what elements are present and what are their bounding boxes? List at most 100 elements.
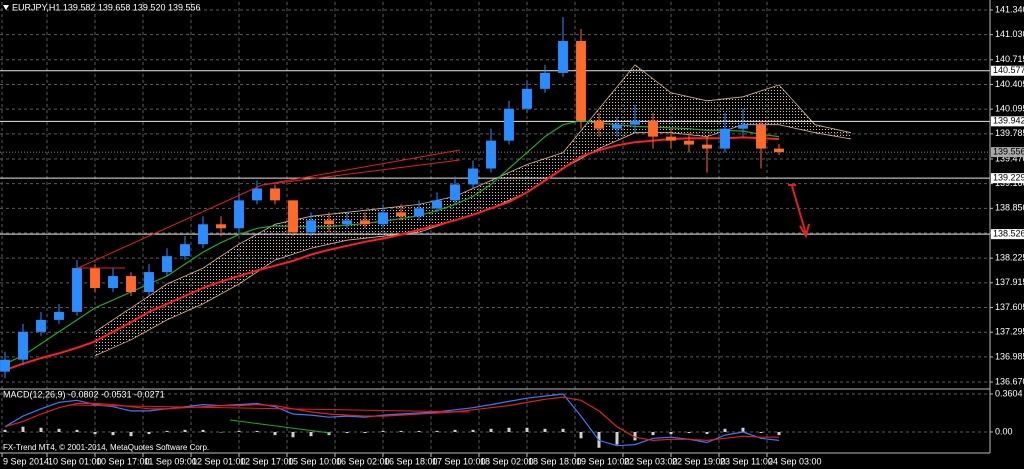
x-tick-label: 12 Sep 17:00 bbox=[240, 456, 294, 466]
histogram-bar bbox=[651, 431, 655, 436]
histogram-bar bbox=[111, 431, 115, 436]
x-tick-label: 18 Sep 18:00 bbox=[528, 456, 582, 466]
histogram-bar bbox=[453, 429, 457, 432]
candle-body bbox=[630, 120, 640, 125]
candle-body bbox=[72, 268, 82, 312]
histogram-bar bbox=[507, 427, 511, 432]
footer: FX-Trend MT4, © 2001-2014, MetaQuotes So… bbox=[3, 443, 209, 452]
histogram-bar bbox=[669, 431, 673, 435]
candle-body bbox=[612, 124, 622, 129]
histogram-bar bbox=[309, 431, 313, 437]
candle-body bbox=[378, 212, 388, 225]
x-tick-label: 22 Sep 19:00 bbox=[672, 456, 726, 466]
histogram-bar bbox=[363, 431, 367, 434]
level-label-box bbox=[991, 116, 1024, 127]
x-tick-label: 12 Sep 01:00 bbox=[192, 456, 246, 466]
cloud-span-b bbox=[94, 64, 852, 333]
y-tick-label: 141.340 bbox=[995, 4, 1024, 14]
x-tick-label: 10 Sep 01:00 bbox=[48, 456, 102, 466]
histogram-bar bbox=[237, 430, 241, 432]
level-label-box bbox=[991, 65, 1024, 76]
histogram-bar bbox=[57, 428, 61, 432]
candle-body bbox=[450, 184, 460, 201]
y-tick-label: 137.295 bbox=[995, 327, 1024, 337]
annotations bbox=[69, 149, 810, 434]
level-label-box bbox=[991, 229, 1024, 240]
histogram-bar bbox=[273, 431, 277, 436]
y-tick-label: 139.785 bbox=[995, 128, 1024, 138]
candle-body bbox=[288, 200, 298, 233]
y-tick-label: 136.670 bbox=[995, 376, 1024, 386]
candle-body bbox=[0, 359, 10, 372]
histogram-bar bbox=[93, 431, 97, 435]
x-tick-label: 18 Sep 02:00 bbox=[480, 456, 534, 466]
x-tick-label: 10 Sep 17:00 bbox=[96, 456, 150, 466]
histogram-bar bbox=[489, 428, 493, 432]
x-tick-label: 16 Sep 18:00 bbox=[384, 456, 438, 466]
candle-body bbox=[324, 220, 334, 225]
candle-body bbox=[666, 136, 676, 141]
candle-body bbox=[126, 276, 136, 292]
histogram-bar bbox=[183, 429, 187, 432]
level-label-box bbox=[991, 173, 1024, 184]
candle-body bbox=[774, 148, 784, 153]
y-tick-label: 141.030 bbox=[995, 29, 1024, 39]
candle-body bbox=[270, 188, 280, 201]
cloud-fill bbox=[95, 64, 852, 356]
candle-body bbox=[702, 144, 712, 149]
y-tick-label: 138.850 bbox=[995, 203, 1024, 213]
candle-body bbox=[108, 276, 118, 289]
candle-body bbox=[36, 319, 46, 332]
histogram-bar bbox=[705, 431, 709, 435]
histogram-bar bbox=[561, 428, 565, 432]
x-tick-label: 22 Sep 03:00 bbox=[624, 456, 678, 466]
y-tick-label: 138.225 bbox=[995, 253, 1024, 263]
trend-line bbox=[261, 159, 461, 186]
histogram-bar bbox=[615, 431, 619, 445]
y-tick-label: 0.00 bbox=[995, 426, 1013, 436]
y-tick-label: 139.470 bbox=[995, 153, 1024, 163]
moving-average bbox=[4, 136, 780, 372]
histogram-bar bbox=[255, 430, 259, 432]
candle-body bbox=[198, 224, 208, 245]
candle-body bbox=[486, 140, 496, 169]
histogram-bar bbox=[201, 429, 205, 432]
y-tick-label: 140.715 bbox=[995, 54, 1024, 64]
y-tick-label: 137.915 bbox=[995, 277, 1024, 287]
x-tick-label: 17 Sep 10:00 bbox=[432, 456, 486, 466]
candle-body bbox=[468, 168, 478, 185]
candle-body bbox=[522, 88, 532, 109]
candle-body bbox=[396, 212, 406, 217]
menu-arrow[interactable] bbox=[3, 5, 9, 10]
candle-body bbox=[306, 220, 316, 233]
candle-body bbox=[252, 188, 262, 201]
histogram-bar bbox=[543, 428, 547, 432]
candle-body bbox=[594, 120, 604, 129]
histogram-bar bbox=[165, 430, 169, 432]
x-tick-label: 15 Sep 10:00 bbox=[288, 456, 342, 466]
histogram-bar bbox=[75, 429, 79, 432]
candle-body bbox=[18, 331, 28, 360]
level-label: 140.577 bbox=[993, 65, 1024, 75]
y-tick-label: 140.095 bbox=[995, 104, 1024, 114]
forecast-arrow-head bbox=[799, 223, 810, 239]
candle-body bbox=[162, 256, 172, 273]
level-label: 139.942 bbox=[993, 116, 1024, 126]
histogram-bar bbox=[417, 430, 421, 432]
forecast-arrow bbox=[791, 185, 807, 235]
histogram-bar bbox=[399, 430, 403, 432]
indicator-line bbox=[4, 396, 779, 442]
histogram-bar bbox=[219, 431, 223, 433]
candle-body bbox=[360, 220, 370, 225]
candle-body bbox=[90, 268, 100, 289]
candle-body bbox=[180, 244, 190, 257]
histogram-bar bbox=[525, 427, 529, 432]
histogram-bar bbox=[471, 429, 475, 432]
y-tick-label: 0.3604 bbox=[995, 388, 1023, 398]
x-tick-label: 9 Sep 2014 bbox=[3, 456, 49, 466]
x-tick-label: 11 Sep 09:00 bbox=[144, 456, 197, 466]
histogram-bar bbox=[741, 427, 745, 432]
x-tick-label: 23 Sep 11:00 bbox=[720, 456, 773, 466]
